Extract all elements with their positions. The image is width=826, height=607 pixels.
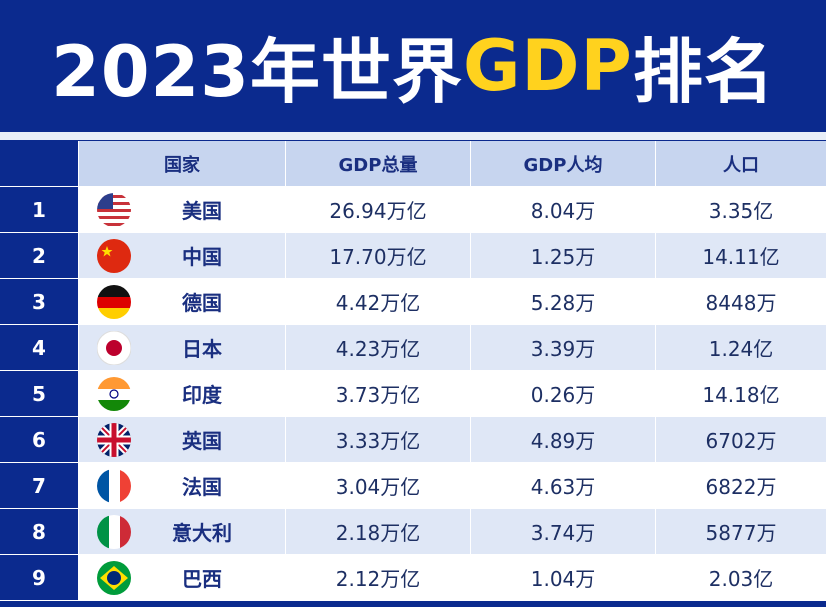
value-cell: 14.11亿 — [655, 233, 826, 278]
value-cell: 3.33万亿 — [285, 417, 470, 462]
country-name: 英国 — [182, 429, 222, 453]
rank-cell: 1 — [0, 187, 78, 232]
value-cell: 6822万 — [655, 463, 826, 508]
table-row: 5 印度 3.73万亿 0.26万 14.18亿 — [0, 371, 826, 417]
title-text: 排名 — [632, 30, 775, 113]
rank-cell: 8 — [0, 509, 78, 554]
country-cell: 德国 — [78, 279, 285, 324]
header-cell: GDP人均 — [470, 141, 655, 186]
value-cell: 5877万 — [655, 509, 826, 554]
separator — [0, 132, 826, 140]
country-cell: 意大利 — [78, 509, 285, 554]
value-cell: 3.39万 — [470, 325, 655, 370]
rank-cell: 4 — [0, 325, 78, 370]
value-cell: 1.25万 — [470, 233, 655, 278]
title-highlight: GDP — [462, 25, 633, 107]
value-cell: 3.35亿 — [655, 187, 826, 232]
flag-icon — [97, 515, 131, 549]
table-row: 2 中国 17.70万亿 1.25万 14.11亿 — [0, 233, 826, 279]
country-cell: 印度 — [78, 371, 285, 416]
country-name: 日本 — [182, 337, 222, 361]
title-text: 2023年世界 — [51, 30, 463, 113]
rank-cell: 7 — [0, 463, 78, 508]
table-row: 3 德国 4.42万亿 5.28万 8448万 — [0, 279, 826, 325]
country-cell: 日本 — [78, 325, 285, 370]
value-cell: 1.24亿 — [655, 325, 826, 370]
flag-icon — [97, 469, 131, 503]
value-cell: 3.74万 — [470, 509, 655, 554]
value-cell: 4.23万亿 — [285, 325, 470, 370]
value-cell: 4.89万 — [470, 417, 655, 462]
value-cell: 2.12万亿 — [285, 555, 470, 600]
value-cell: 26.94万亿 — [285, 187, 470, 232]
value-cell: 2.03亿 — [655, 555, 826, 600]
country-name: 法国 — [182, 475, 222, 499]
value-cell: 2.18万亿 — [285, 509, 470, 554]
flag-icon — [97, 239, 131, 273]
value-cell: 1.04万 — [470, 555, 655, 600]
table-row: 4 日本 4.23万亿 3.39万 1.24亿 — [0, 325, 826, 371]
value-cell: 8.04万 — [470, 187, 655, 232]
value-cell: 5.28万 — [470, 279, 655, 324]
flag-icon — [97, 285, 131, 319]
value-cell: 8448万 — [655, 279, 826, 324]
value-cell: 3.04万亿 — [285, 463, 470, 508]
country-name: 印度 — [182, 383, 222, 407]
value-cell: 14.18亿 — [655, 371, 826, 416]
flag-icon — [97, 193, 131, 227]
flag-icon — [97, 423, 131, 457]
value-cell: 0.26万 — [470, 371, 655, 416]
country-cell: 英国 — [78, 417, 285, 462]
country-cell: 法国 — [78, 463, 285, 508]
header-cell: 人口 — [655, 141, 826, 186]
table-row: 7 法国 3.04万亿 4.63万 6822万 — [0, 463, 826, 509]
header-cell: 国家 — [78, 141, 285, 186]
value-cell: 6702万 — [655, 417, 826, 462]
flag-icon — [97, 561, 131, 595]
flag-icon — [97, 377, 131, 411]
flag-icon — [97, 331, 131, 365]
header-row: 国家 GDP总量 GDP人均 人口 — [0, 141, 826, 187]
country-cell: 中国 — [78, 233, 285, 278]
rank-cell: 3 — [0, 279, 78, 324]
table-row: 1 美国 26.94万亿 8.04万 3.35亿 — [0, 187, 826, 233]
value-cell: 17.70万亿 — [285, 233, 470, 278]
country-cell: 美国 — [78, 187, 285, 232]
rank-cell: 9 — [0, 555, 78, 600]
table: 国家 GDP总量 GDP人均 人口 1 美国 26.94万亿 8.04万 3.35亿 2 中… — [0, 141, 826, 601]
country-name: 中国 — [182, 245, 222, 269]
country-cell: 巴西 — [78, 555, 285, 600]
country-name: 巴西 — [182, 567, 222, 591]
header-cell: GDP总量 — [285, 141, 470, 186]
rank-cell: 6 — [0, 417, 78, 462]
country-name: 德国 — [182, 291, 222, 315]
country-name: 美国 — [182, 199, 222, 223]
table-row: 6 英国 3.33万亿 4.89万 6702万 — [0, 417, 826, 463]
value-cell: 4.63万 — [470, 463, 655, 508]
rank-cell: 2 — [0, 233, 78, 278]
rank-cell: 5 — [0, 371, 78, 416]
header-cell — [0, 141, 78, 186]
table-row: 8 意大利 2.18万亿 3.74万 5877万 — [0, 509, 826, 555]
table-row: 9 巴西 2.12万亿 1.04万 2.03亿 — [0, 555, 826, 601]
title: 2023年世界 GDP 排名 — [0, 0, 826, 132]
value-cell: 3.73万亿 — [285, 371, 470, 416]
country-name: 意大利 — [172, 521, 232, 545]
value-cell: 4.42万亿 — [285, 279, 470, 324]
